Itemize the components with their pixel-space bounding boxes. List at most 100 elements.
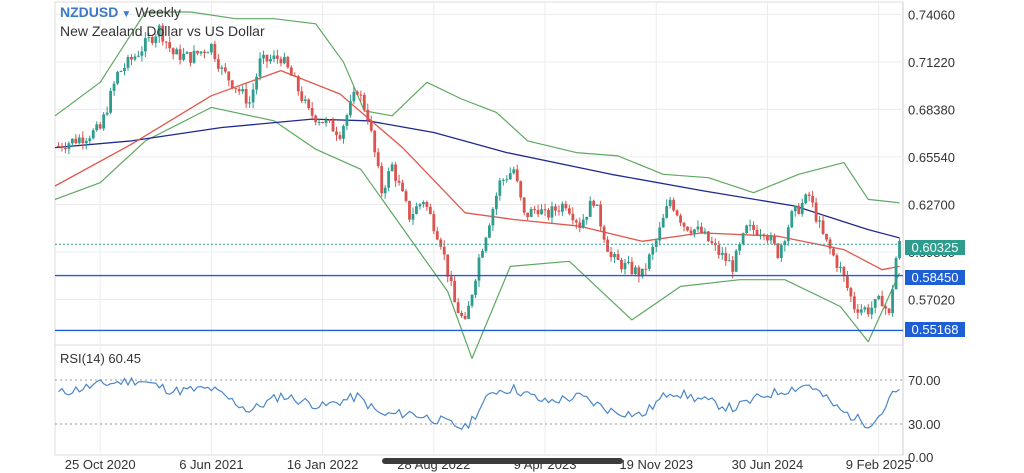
candle-body [57,145,60,147]
candle-body [373,130,377,153]
candle-body [307,99,311,109]
candle-body [887,308,891,314]
candle-body [745,225,749,234]
candle-body [807,194,811,196]
candle-body [345,115,349,126]
candle-body [255,76,258,90]
x-tick-label: 30 Jun 2024 [732,457,804,472]
candle-body [519,181,523,198]
chart-header: NZDUSD ▼ Weekly New Zealand Dollar vs US D… [60,4,265,40]
symbol-selector[interactable]: NZDUSD [60,4,119,20]
candle-body [116,71,119,84]
candle-body [613,254,616,258]
candle-body [682,222,686,227]
candle-body [355,91,359,95]
time-scrollbar[interactable] [382,458,623,464]
candle-body [797,205,801,214]
candle-body [661,217,665,228]
candle-body [706,231,710,242]
candle-body [835,255,839,268]
candle-body [470,294,474,306]
candle-body [241,89,245,92]
candle-body [640,268,644,277]
candle-body [856,309,860,313]
candle-body [213,43,217,60]
candle-body [727,260,731,262]
candle-body [484,237,488,251]
level-tag-1[interactable]: 0.58450 [905,270,965,285]
candle-body [328,119,331,121]
candle-body [543,209,547,211]
candle-body [394,164,397,181]
candle-body [314,115,318,123]
axes: 0.740600.712200.683800.655400.627000.598… [65,7,955,472]
current-price-tag: 0.60325 [905,240,965,255]
candle-body [880,295,884,307]
candle-body [276,55,279,59]
chevron-down-icon[interactable]: ▼ [121,9,132,20]
candle-body [790,211,794,228]
candle-body [550,206,554,218]
ma-long-line [54,118,900,239]
moving-averages [54,69,900,271]
candle-body [449,276,453,282]
candle-body [81,137,85,144]
candle-body [95,124,99,131]
candle-body [898,241,901,259]
bollinger-bands [54,11,901,359]
candle-body [206,52,210,54]
candle-body [102,114,106,129]
candle-body [633,267,637,275]
x-tick-label: 9 Feb 2025 [846,457,912,472]
candle-body [522,197,526,213]
candle-body [700,226,703,233]
candle-body [637,267,641,277]
candle-body [654,240,658,247]
candle-body [421,201,425,205]
candle-body [64,148,67,150]
rsi-tick-label: 30.00 [908,417,941,432]
candle-body [866,307,870,315]
candle-body [894,258,898,290]
x-tick-label: 16 Jan 2022 [287,457,359,472]
candle-body [390,164,394,172]
candle-body [724,252,728,262]
candle-body [404,191,408,201]
interval-label[interactable]: Weekly [135,4,181,20]
candle-body [793,205,797,212]
candle-body [561,203,564,212]
candle-body [203,51,206,54]
candle-body [272,55,276,59]
candle-body [679,215,682,223]
candle-body [262,54,265,59]
candle-body [112,83,116,91]
y-tick-label: 0.57020 [908,292,955,307]
candle-body [623,262,627,270]
bollinger-upper [54,11,900,204]
candle-body [310,108,314,116]
candle-body [293,75,297,77]
candle-body [150,37,154,43]
candle-body [845,276,849,289]
candle-body [418,204,422,207]
candle-body [192,50,196,63]
candle-body [818,220,821,222]
candle-body [265,54,269,62]
candle-body [234,88,238,90]
candle-body [460,312,464,316]
level-tag-2[interactable]: 0.55168 [905,322,965,337]
candle-body [567,208,571,214]
candle-body [164,41,168,43]
candle-body [456,302,460,313]
candle-body [501,179,505,181]
candle-body [227,71,231,81]
candle-body [852,296,856,310]
candle-body [627,261,630,263]
candle-body [533,208,537,210]
candle-body [804,194,808,204]
candle-body [689,230,693,234]
candle-body [171,48,175,55]
ma-short-line [54,69,900,271]
candle-body [477,257,481,281]
